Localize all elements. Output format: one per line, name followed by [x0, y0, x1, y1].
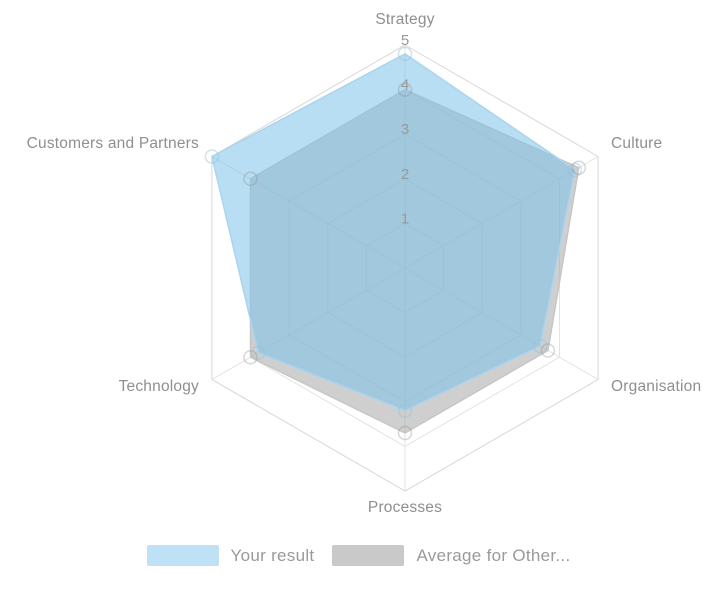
marker-average-for-other-strategy	[397, 82, 413, 97]
legend-item-your-result[interactable]: Your result	[146, 545, 315, 566]
marker-your-result-strategy	[397, 46, 413, 62]
legend-item-average-for-other[interactable]: Average for Other...	[332, 545, 570, 566]
tick-label-1: 1	[401, 210, 409, 227]
tick-label-4: 4	[401, 77, 409, 94]
legend-label-average-for-other: Average for Other...	[416, 545, 571, 565]
legend-swatch-your-result	[146, 545, 219, 566]
marker-your-result-technology	[250, 345, 266, 360]
tick-label-3: 3	[401, 121, 409, 138]
marker-average-for-other-technology	[243, 349, 258, 365]
tick-label-2: 2	[401, 166, 409, 183]
series-area-your-result	[211, 53, 576, 412]
marker-your-result-culture	[567, 162, 583, 178]
marker-average-for-other-processes	[397, 425, 413, 441]
legend-swatch-average-for-other	[332, 545, 405, 566]
axis-label-culture: Culture	[611, 135, 662, 152]
axis-label-strategy: Strategy	[375, 11, 434, 28]
radar-chart: 1 2 3 4 5 Strategy Culture Organisation Processe…	[27, 11, 701, 516]
marker-average-for-other-culture	[571, 160, 587, 175]
marker-your-result-organisation	[532, 338, 548, 354]
marker-your-result-customers-and-partners	[204, 149, 220, 164]
marker-average-for-other-customers-and-partners	[243, 171, 258, 187]
axis-label-technology: Technology	[119, 378, 199, 395]
chart-legend: Your result Average for Other...	[0, 545, 717, 566]
axis-label-processes: Processes	[368, 499, 442, 516]
tick-label-5: 5	[401, 32, 409, 49]
axis-label-customers-and-partners: Customers and Partners	[27, 135, 199, 152]
marker-your-result-processes	[397, 403, 413, 418]
marker-average-for-other-organisation	[540, 343, 556, 358]
legend-label-your-result: Your result	[230, 545, 315, 565]
axis-label-organisation: Organisation	[611, 378, 701, 395]
